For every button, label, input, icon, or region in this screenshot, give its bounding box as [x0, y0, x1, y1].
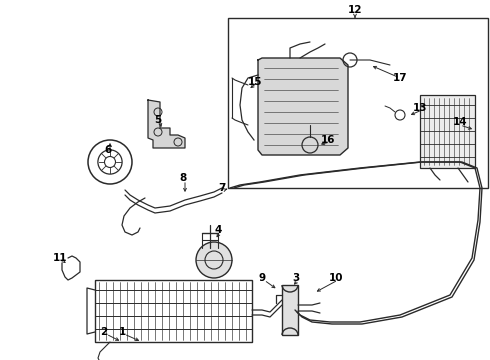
- Polygon shape: [148, 100, 185, 148]
- Text: 5: 5: [154, 115, 162, 125]
- Text: 8: 8: [179, 173, 187, 183]
- Text: 13: 13: [413, 103, 427, 113]
- Text: 12: 12: [348, 5, 362, 15]
- Bar: [420, 95, 475, 168]
- Text: 9: 9: [258, 273, 266, 283]
- Text: 17: 17: [392, 73, 407, 83]
- Text: 15: 15: [248, 77, 262, 87]
- Text: 10: 10: [329, 273, 343, 283]
- Text: 11: 11: [53, 253, 67, 263]
- Text: 6: 6: [104, 145, 112, 155]
- Text: 14: 14: [453, 117, 467, 127]
- Text: 1: 1: [119, 327, 125, 337]
- Bar: [228, 18, 488, 188]
- Bar: [282, 285, 298, 335]
- Text: 7: 7: [219, 183, 226, 193]
- Text: 3: 3: [293, 273, 299, 283]
- Circle shape: [196, 242, 232, 278]
- Bar: [95, 280, 252, 342]
- Text: 2: 2: [100, 327, 108, 337]
- Text: 4: 4: [214, 225, 221, 235]
- Text: 16: 16: [321, 135, 335, 145]
- Polygon shape: [258, 58, 348, 155]
